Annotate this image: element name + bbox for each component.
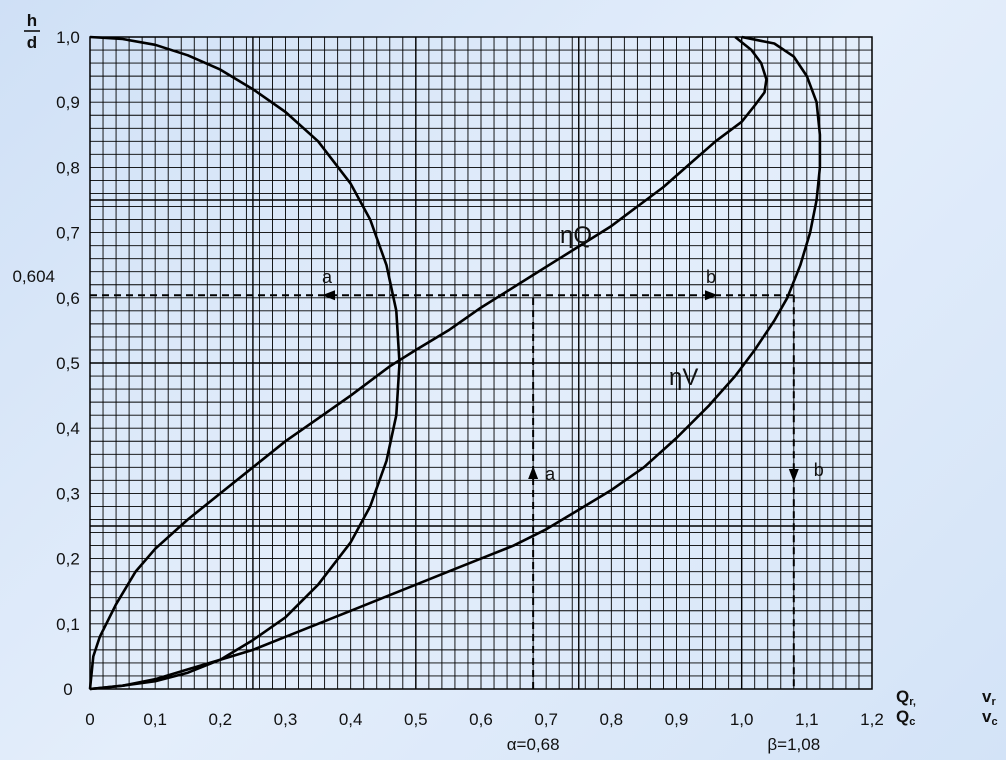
partial-fill-ratio-curve <box>89 35 401 691</box>
y-tick-label: 0,1 <box>56 615 80 634</box>
y-tick-label: 0,5 <box>56 354 80 373</box>
y-axis-label-top: h <box>27 11 37 30</box>
y-axis-label-bottom: d <box>27 33 37 52</box>
x-tick-label: 1,0 <box>730 710 754 729</box>
x-tick-label: 0,2 <box>209 710 233 729</box>
arrow-label-a-horizontal: a <box>322 267 333 287</box>
plot-frame <box>89 36 873 690</box>
arrow-label-a-vertical: a <box>545 464 556 484</box>
x-axis-label-q-num: Qr, <box>896 687 916 708</box>
curves <box>88 35 822 691</box>
y-tick-label: 0,8 <box>56 158 80 177</box>
y-tick-label: 0,9 <box>56 93 80 112</box>
reading-lines: a b a b 0,604 α=0,68 β=1,08 <box>12 267 823 754</box>
series-label-eta-q: ηQ <box>560 222 592 249</box>
y-tick-labels: 0 0,1 0,2 0,3 0,4 0,5 0,6 0,7 0,8 0,9 1,0 <box>56 28 80 699</box>
y-tick-label: 0 <box>63 680 72 699</box>
x-tick-label: 0,9 <box>665 710 689 729</box>
x-tick-label: 0,5 <box>404 710 428 729</box>
x-tick-label: 1,2 <box>860 710 884 729</box>
x-tick-label: 1,1 <box>795 710 819 729</box>
arrow-label-b-horizontal: b <box>706 267 716 287</box>
x-axis-label-v-den: vc <box>982 707 998 728</box>
major-grid <box>90 37 872 689</box>
x-tick-label: 0,1 <box>143 710 167 729</box>
x-tick-label: 0,8 <box>600 710 624 729</box>
x-tick-label: 0,4 <box>339 710 363 729</box>
arrow-a-up <box>528 466 539 479</box>
alpha-label: α=0,68 <box>507 735 560 754</box>
arrow-b-down <box>788 469 799 482</box>
eta-q-curve <box>88 35 768 690</box>
y-tick-label: 0,3 <box>56 484 80 503</box>
series-label-eta-v: ηV <box>669 364 698 391</box>
x-tick-label: 0,7 <box>534 710 558 729</box>
x-tick-label: 0 <box>85 710 94 729</box>
x-tick-label: 0,3 <box>274 710 298 729</box>
y-tick-label: 0,6 <box>56 289 80 308</box>
x-axis-label-v-num: vr <box>982 687 996 708</box>
x-tick-label: 0,6 <box>469 710 493 729</box>
y-tick-label: 0,2 <box>56 550 80 569</box>
arrow-b-right <box>705 290 718 301</box>
eta-v-curve <box>89 35 822 691</box>
beta-label: β=1,08 <box>767 735 820 754</box>
y-marker-label-0604: 0,604 <box>12 267 55 286</box>
x-tick-labels: 0 0,1 0,2 0,3 0,4 0,5 0,6 0,7 0,8 0,9 1,0 1,1 1,2 <box>85 710 884 729</box>
x-axis-label-q-den: Qc <box>896 707 915 728</box>
y-tick-label: 0,4 <box>56 419 80 438</box>
arrow-label-b-vertical: b <box>814 460 824 480</box>
y-tick-label: 1,0 <box>56 28 80 47</box>
arrow-a-left <box>322 290 335 301</box>
y-tick-label: 0,7 <box>56 224 80 243</box>
